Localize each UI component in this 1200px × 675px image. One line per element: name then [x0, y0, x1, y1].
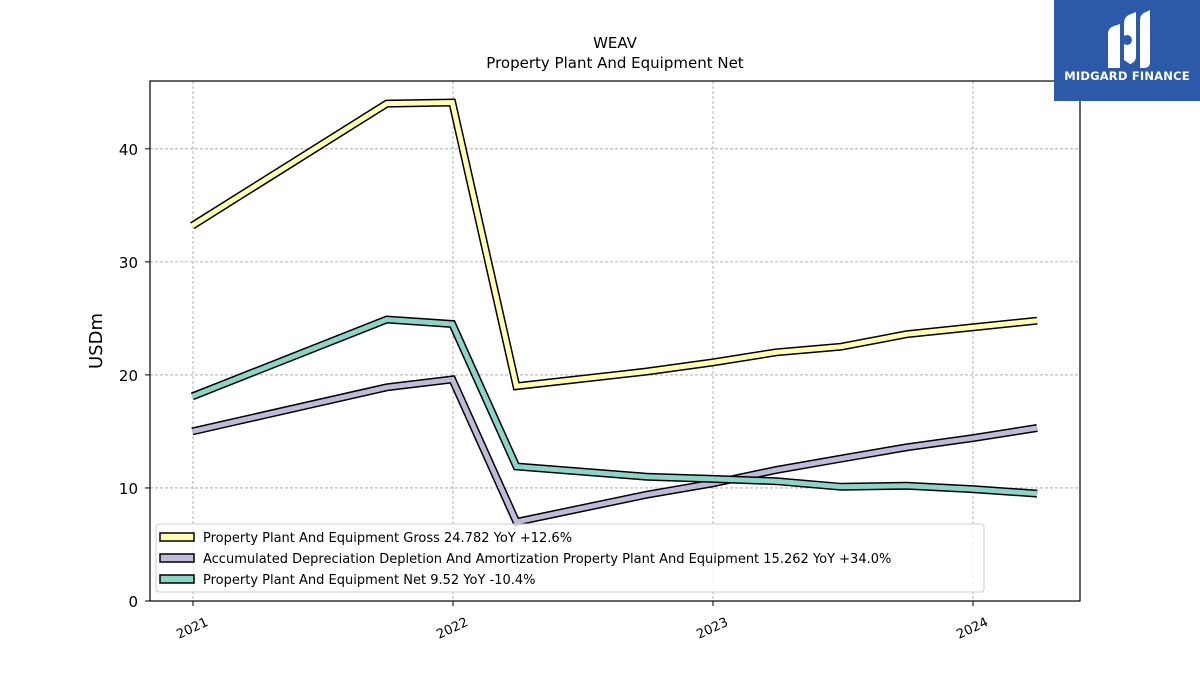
series-line-3 [191, 316, 1038, 497]
series-line-1 [190, 99, 1038, 389]
x-tick-label: 2021 [174, 615, 210, 643]
x-tick-label: 2023 [694, 615, 730, 643]
y-tick-label: 30 [119, 254, 138, 272]
legend-swatch-1 [159, 532, 195, 542]
y-axis-label: USDm [86, 313, 107, 369]
y-tick-label: 0 [128, 593, 138, 611]
plot-frame [149, 80, 1081, 602]
legend-box [155, 523, 985, 593]
logo-text: MIDGARD FINANCE [1064, 69, 1190, 83]
y-tick-label: 20 [119, 367, 138, 385]
legend-swatch-3 [159, 574, 195, 584]
series-line-2 [191, 376, 1038, 525]
brand-logo: MIDGARD FINANCE [1054, 0, 1200, 101]
legend-label-2: Accumulated Depreciation Depletion And A… [203, 552, 891, 567]
y-axis-ticks: 0 10 20 30 40 [119, 141, 150, 611]
x-axis-ticks: 2021 2022 2023 2024 [174, 601, 991, 643]
logo-mark-icon [1108, 10, 1150, 68]
grid-lines [150, 81, 1080, 601]
chart-title: WEAV [593, 34, 638, 52]
legend-label-3: Property Plant And Equipment Net 9.52 Yo… [203, 573, 536, 588]
y-tick-label: 40 [119, 141, 138, 159]
series-lines [190, 98, 1038, 527]
chart-subtitle: Property Plant And Equipment Net [486, 54, 743, 72]
legend: Property Plant And Equipment Gross 24.78… [155, 523, 985, 593]
x-tick-label: 2022 [434, 615, 470, 643]
legend-label-1: Property Plant And Equipment Gross 24.78… [203, 531, 572, 546]
legend-swatch-2 [159, 553, 195, 563]
x-tick-label: 2024 [954, 615, 990, 643]
y-tick-label: 10 [119, 480, 138, 498]
